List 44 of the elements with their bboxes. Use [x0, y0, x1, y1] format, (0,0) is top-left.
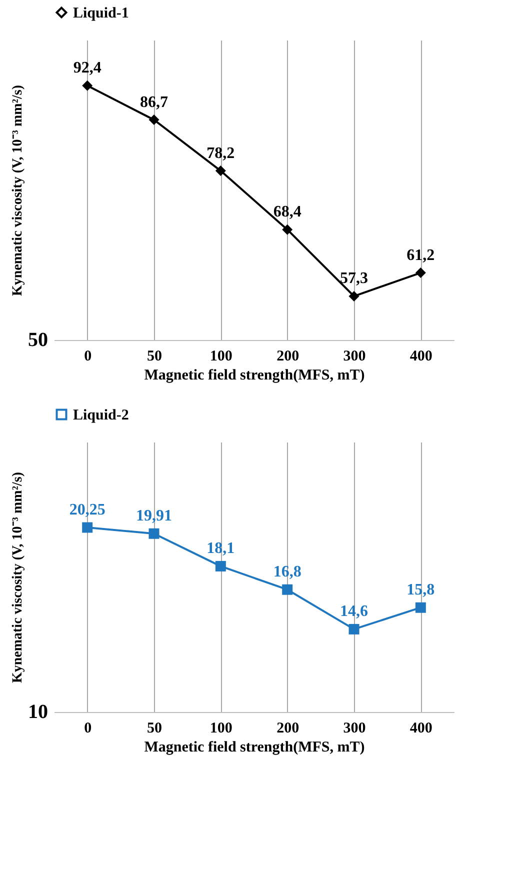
x-tick-label: 50	[147, 720, 162, 736]
data-label: 18,1	[206, 540, 235, 558]
x-tick-label: 100	[210, 348, 232, 364]
point	[348, 290, 360, 302]
x-axis-title: Magnetic field strength(MFS, mT)	[144, 740, 365, 756]
y-axis-title: Kynematic viscosity (V, 10⁻³ mm²/s)	[10, 84, 26, 296]
x-tick-label: 200	[276, 348, 300, 364]
y-axis-title: Kynematic viscosity (V, 10⁻³ mm²/s)	[10, 472, 26, 684]
point	[415, 268, 426, 278]
data-label: 61,2	[406, 246, 435, 264]
x-tick-label: 0	[84, 720, 92, 736]
data-label: 57,3	[340, 270, 368, 288]
point	[282, 224, 293, 235]
point	[415, 602, 426, 613]
point	[348, 624, 360, 634]
point	[82, 522, 93, 533]
point	[148, 114, 160, 126]
point	[215, 560, 226, 572]
data-label: 92,4	[73, 60, 102, 77]
x-tick-label: 200	[276, 720, 300, 736]
legend-label: Liquid-2	[73, 408, 129, 424]
x-tick-label: 300	[343, 720, 366, 736]
data-label: 86,7	[140, 94, 168, 111]
x-tick-label: 400	[410, 348, 432, 364]
data-label: 20,25	[69, 502, 106, 518]
x-axis-title: Magnetic field strength(MFS, mT)	[144, 368, 365, 384]
x-tick-label: 50	[147, 348, 162, 364]
x-tick-label: 100	[210, 720, 232, 736]
data-label: 14,6	[340, 603, 368, 620]
text: 10	[28, 701, 48, 723]
data-label: 78,2	[206, 144, 235, 162]
text: 50	[28, 329, 48, 351]
data-label: 19,91	[136, 508, 172, 525]
point	[148, 528, 160, 539]
point	[215, 166, 226, 176]
point	[82, 80, 93, 91]
x-tick-label: 0	[84, 348, 92, 364]
point	[282, 584, 293, 595]
x-tick-label: 400	[410, 720, 432, 736]
data-label: 15,8	[406, 582, 435, 599]
data-label: 68,4	[273, 204, 302, 221]
legend-label: Liquid-1	[73, 6, 129, 22]
data-label: 16,8	[273, 564, 302, 581]
x-tick-label: 300	[343, 348, 366, 364]
